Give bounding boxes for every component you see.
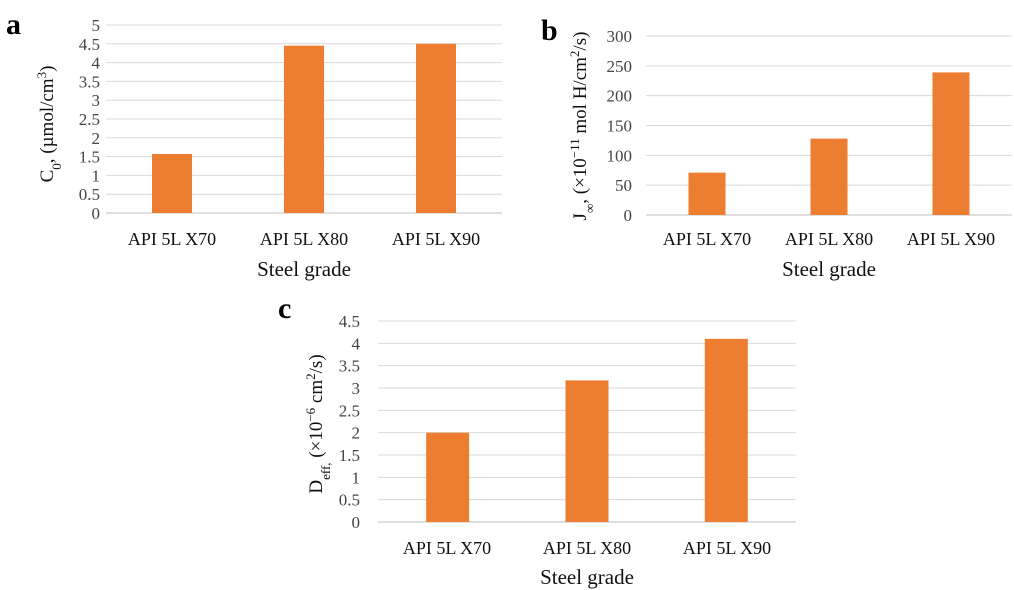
y-tick-a-10: 5	[92, 16, 101, 35]
panel-label-c: c	[278, 292, 291, 325]
y-tick-b-1: 50	[615, 176, 632, 195]
x-tick-a-1: API 5L X80	[260, 229, 348, 249]
panel-label-b: b	[541, 14, 558, 47]
y-tick-b-0: 0	[624, 206, 633, 225]
y-tick-c-6: 3	[352, 379, 361, 398]
y-tick-c-9: 4.5	[339, 312, 360, 331]
x-tick-b-0: API 5L X70	[663, 229, 751, 249]
y-tick-a-1: 0.5	[79, 185, 100, 204]
bar-a-0	[152, 153, 192, 213]
y-tick-a-6: 3	[92, 91, 101, 110]
bar-c-0	[426, 432, 470, 522]
y-tick-b-5: 250	[607, 57, 633, 76]
y-tick-a-8: 4	[92, 54, 101, 73]
y-axis-title-a: C0, (µmol/cm3)	[34, 66, 64, 183]
y-tick-c-3: 1.5	[339, 446, 360, 465]
y-tick-a-5: 2.5	[79, 110, 100, 129]
y-tick-b-2: 100	[607, 146, 633, 165]
y-axis-title-b: J∞, (×10−11 mol H/cm2/s)	[567, 32, 597, 221]
y-tick-a-9: 4.5	[79, 35, 100, 54]
x-tick-c-0: API 5L X70	[403, 538, 491, 558]
x-axis-title-c: Steel grade	[540, 565, 634, 589]
x-tick-c-1: API 5L X80	[543, 538, 631, 558]
bars-a	[152, 43, 456, 214]
y-tick-a-2: 1	[92, 166, 101, 185]
y-ticks-c: 0 0.5 1 1.5 2 2.5 3 3.5 4 4.5	[339, 312, 361, 532]
y-tick-c-7: 3.5	[339, 357, 360, 376]
y-tick-c-2: 1	[352, 468, 361, 487]
x-axis-title-a: Steel grade	[257, 257, 351, 281]
bar-a-1	[284, 45, 324, 214]
x-tick-c-2: API 5L X90	[683, 538, 771, 558]
chart-b: b 0 50 100 150 200 250 300 API 5L X70 API 5L X…	[541, 14, 1012, 281]
y-tick-c-5: 2.5	[339, 401, 360, 420]
y-tick-a-4: 2	[92, 129, 101, 148]
panel-label-a: a	[6, 8, 21, 41]
x-axis-title-b: Steel grade	[782, 257, 876, 281]
y-tick-a-3: 1.5	[79, 148, 100, 167]
chart-a: a 00.511.522.533.544.55 API 5L X70 API 5…	[6, 8, 502, 281]
y-ticks-a: 00.511.522.533.544.55	[79, 16, 101, 223]
y-axis-title-c: Deff, (×10−6 cm2/s)	[303, 354, 333, 493]
x-tick-a-2: API 5L X90	[392, 229, 480, 249]
x-tick-a-0: API 5L X70	[128, 229, 216, 249]
y-tick-b-3: 150	[607, 117, 633, 136]
y-tick-a-0: 0	[92, 204, 101, 223]
y-tick-c-1: 0.5	[339, 491, 360, 510]
bars-c	[426, 338, 748, 522]
chart-c: c 0 0.5 1 1.5 2 2.5 3 3.5 4 4.5 API 5L X70 API 5L…	[278, 292, 796, 589]
y-tick-c-8: 4	[352, 334, 361, 353]
y-ticks-b: 0 50 100 150 200 250 300	[607, 27, 633, 225]
y-tick-a-7: 3.5	[79, 72, 100, 91]
x-tick-b-1: API 5L X80	[785, 229, 873, 249]
x-tick-b-2: API 5L X90	[907, 229, 995, 249]
bar-c-2	[704, 338, 748, 522]
bar-b-2	[932, 72, 970, 215]
bar-a-2	[416, 43, 456, 213]
y-tick-c-4: 2	[352, 424, 361, 443]
y-tick-c-0: 0	[352, 513, 361, 532]
y-tick-b-4: 200	[607, 87, 633, 106]
bar-b-0	[688, 172, 726, 215]
y-tick-b-6: 300	[607, 27, 633, 46]
bar-c-1	[565, 380, 609, 522]
bars-b	[688, 72, 970, 215]
bar-b-1	[810, 138, 848, 215]
